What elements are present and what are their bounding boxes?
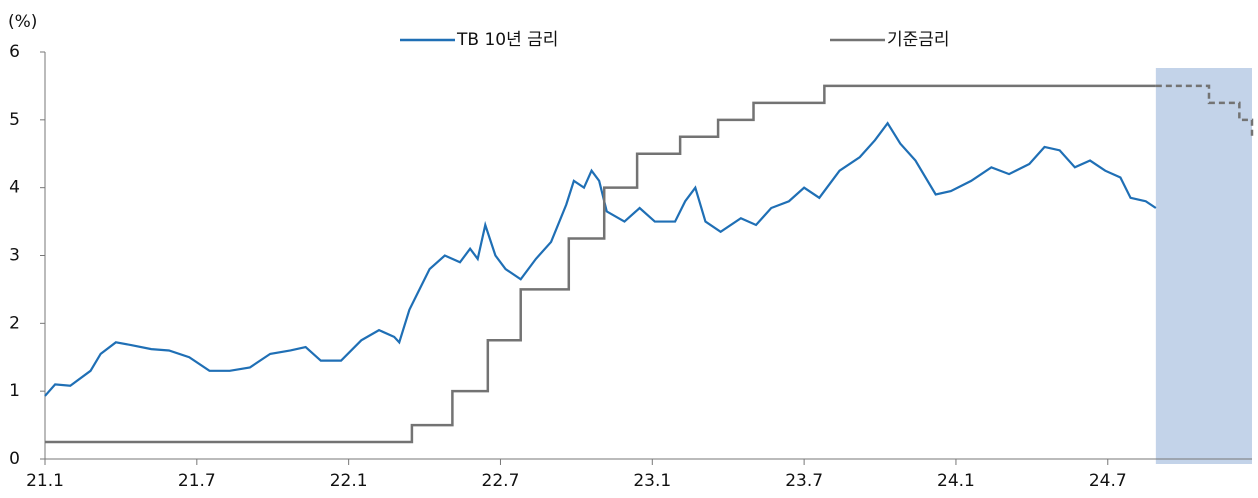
legend-label: 기준금리 (887, 30, 950, 50)
x-tick-label: 24.7 (1089, 471, 1127, 491)
x-tick-label: 23.7 (785, 471, 823, 491)
x-tick-label: 23.1 (633, 471, 671, 491)
x-tick-label: 24.1 (937, 471, 975, 491)
x-tick-label: 21.1 (26, 471, 64, 491)
y-tick-label: 6 (9, 42, 20, 62)
y-tick-label: 2 (9, 313, 20, 333)
y-tick-label: 1 (9, 381, 20, 401)
x-tick-label: 22.7 (482, 471, 520, 491)
x-tick-label: 21.7 (178, 471, 216, 491)
y-tick-label: 4 (9, 178, 20, 198)
y-tick-label: 0 (9, 449, 20, 469)
y-tick-label: 3 (9, 246, 20, 266)
data-line (44, 121, 1157, 397)
step-line (45, 84, 1156, 444)
forecast-shade (1155, 68, 1252, 464)
y-tick-label: 5 (9, 110, 20, 130)
legend-label: TB 10년 금리 (456, 30, 558, 50)
forecast-line (1155, 84, 1254, 137)
y-axis-label: (%) (8, 12, 37, 32)
x-tick-label: 22.1 (330, 471, 368, 491)
